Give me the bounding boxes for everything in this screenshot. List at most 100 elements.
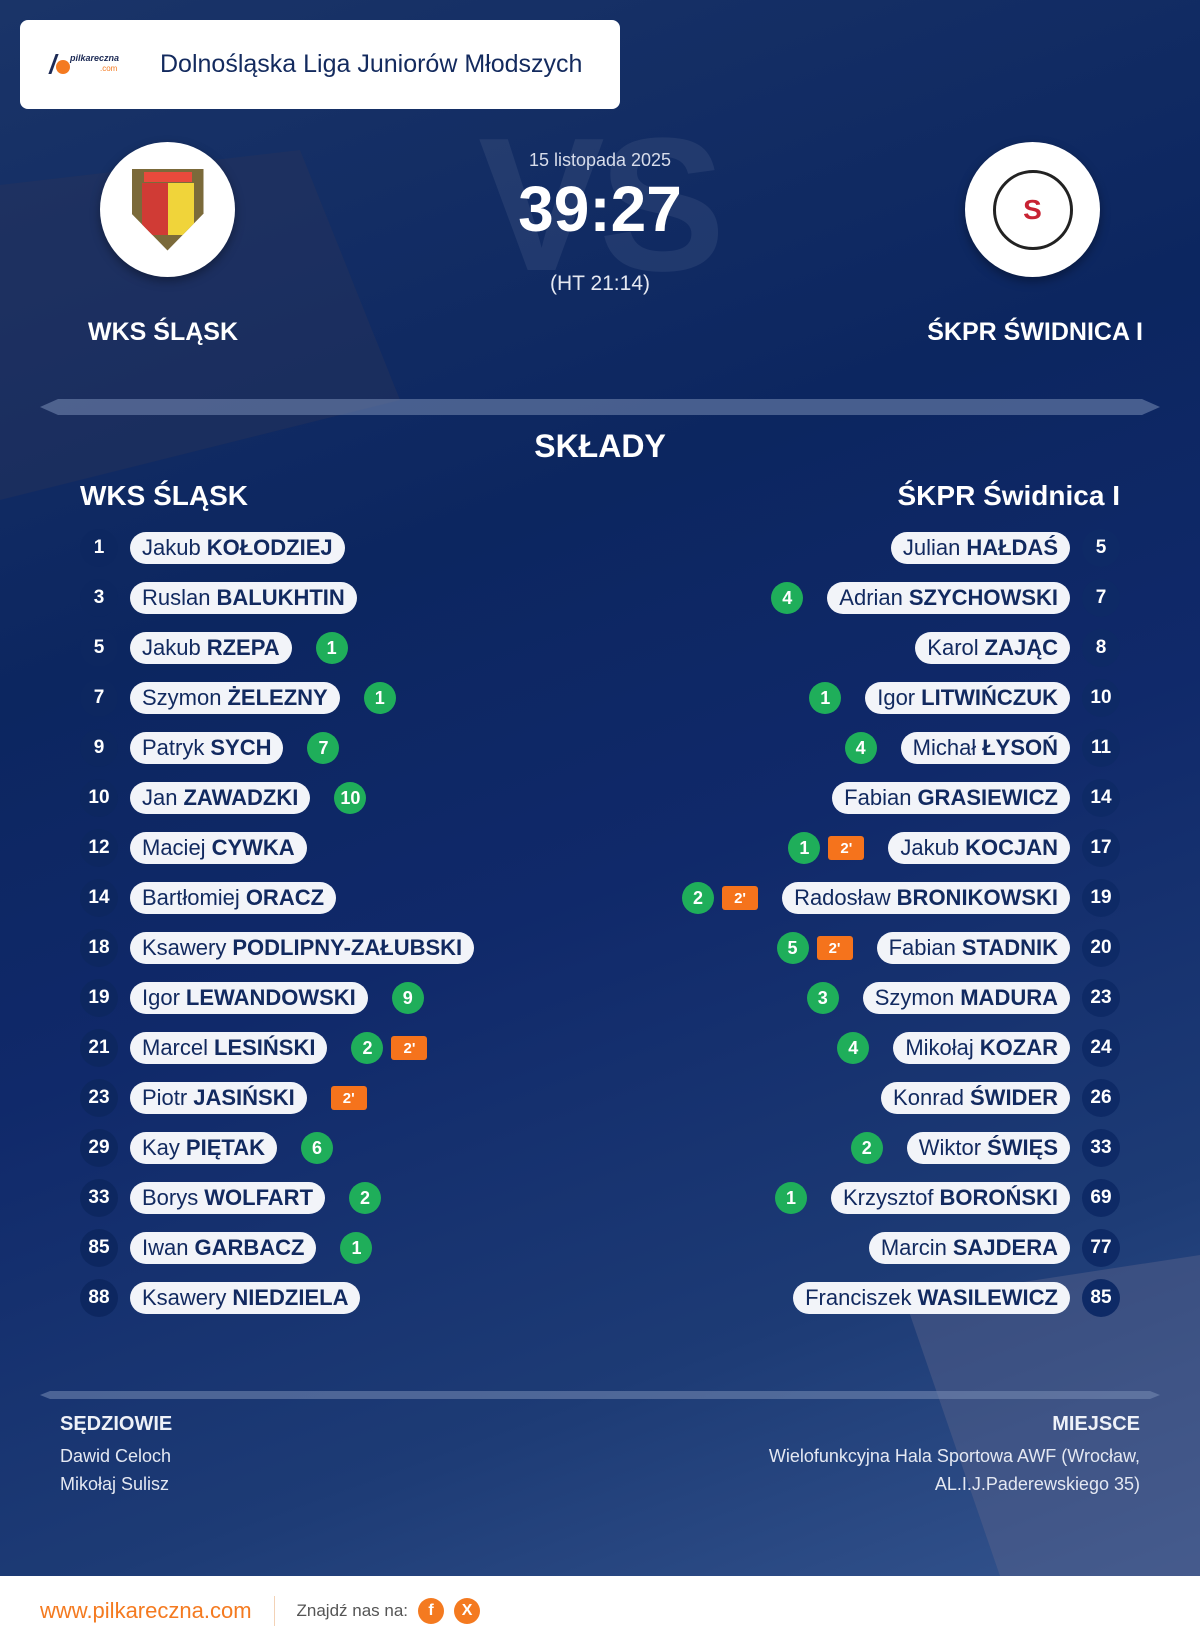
player-first-name: Jakub	[142, 535, 201, 560]
footer: www.pilkareczna.com Znajdź nas na: f X	[0, 1576, 1200, 1646]
player-first-name: Szymon	[142, 685, 222, 710]
venue-line: AL.I.J.Paderewskiego 35)	[934, 1474, 1140, 1494]
player-name: Patryk SYCH	[130, 732, 284, 764]
goals-badge: 3	[806, 982, 839, 1014]
away-team-name: ŚKPR ŚWIDNICA I	[927, 318, 1143, 346]
goals-badge: 4	[771, 582, 804, 614]
player-number: 24	[1082, 1029, 1120, 1067]
player-stats: 5 2'	[776, 932, 853, 964]
goals-badge: 2	[682, 882, 715, 914]
player-name: Radosław BRONIKOWSKI	[782, 882, 1070, 914]
website-link[interactable]: www.pilkareczna.com	[40, 1598, 252, 1623]
player-row: Konrad ŚWIDER 26	[682, 1073, 1120, 1123]
player-last-name: JASIŃSKI	[193, 1085, 295, 1110]
player-number: 77	[1082, 1229, 1120, 1267]
goals-badge: 9	[391, 982, 424, 1014]
suspension-badge: 2'	[330, 1086, 367, 1110]
player-name: Konrad ŚWIDER	[881, 1082, 1070, 1114]
venue-title: MIEJSCE	[1052, 1413, 1140, 1435]
player-number: 11	[1082, 729, 1120, 767]
player-last-name: BOROŃSKI	[939, 1185, 1058, 1210]
officials-title: SĘDZIOWIE	[60, 1413, 173, 1435]
player-name: Fabian STADNIK	[876, 932, 1070, 964]
player-last-name: LESIŃSKI	[214, 1035, 316, 1060]
suspension-badge: 2'	[722, 886, 759, 910]
goals-badge: 4	[837, 1032, 870, 1064]
player-name: Franciszek WASILEWICZ	[793, 1282, 1070, 1314]
player-first-name: Wiktor	[918, 1135, 982, 1160]
venue-section: MIEJSCE Wielofunkcyjna Hala Sportowa AWF…	[720, 1413, 1140, 1498]
player-name: Ksawery NIEDZIELA	[130, 1282, 361, 1314]
player-row: 4 Michał ŁYSOŃ 11	[682, 723, 1120, 773]
player-row: 7 Szymon ŻELEZNY 1	[80, 673, 474, 723]
official-name: Dawid Celoch	[60, 1446, 172, 1466]
player-last-name: NIEDZIELA	[232, 1285, 349, 1310]
goals-badge: 1	[809, 682, 842, 714]
player-first-name: Jakub	[142, 635, 201, 660]
player-number: 7	[1082, 579, 1120, 617]
goals-badge: 1	[774, 1182, 807, 1214]
player-number: 18	[80, 929, 118, 967]
player-name: Wiktor ŚWIĘS	[906, 1132, 1070, 1164]
player-first-name: Szymon	[874, 985, 955, 1010]
player-first-name: Ksawery	[142, 1285, 227, 1310]
player-row: 85 Iwan GARBACZ 1	[80, 1223, 474, 1273]
player-row: 23 Piotr JASIŃSKI 2'	[80, 1073, 474, 1123]
divider	[40, 1391, 1160, 1399]
suspension-badge: 2'	[828, 836, 865, 860]
player-last-name: RZEPA	[206, 635, 280, 660]
player-row: 4 Mikołaj KOZAR 24	[682, 1023, 1120, 1073]
divider	[273, 1596, 275, 1626]
pilkareczna-logo-icon: pilkareczna .com	[48, 50, 140, 80]
player-last-name: BRONIKOWSKI	[896, 885, 1058, 910]
x-twitter-icon[interactable]: X	[454, 1598, 481, 1624]
player-row: 19 Igor LEWANDOWSKI 9	[80, 973, 474, 1023]
match-card-background: VS pilkareczna .com Dolnośląska Liga Jun…	[0, 0, 1200, 1576]
player-name: Julian HAŁDAŚ	[890, 532, 1070, 564]
player-last-name: ZAWADZKI	[183, 785, 299, 810]
suspension-badge: 2'	[391, 1036, 428, 1060]
player-row: 33 Borys WOLFART 2	[80, 1173, 474, 1223]
facebook-icon[interactable]: f	[418, 1598, 445, 1624]
player-number: 88	[80, 1279, 118, 1317]
player-number: 9	[80, 729, 118, 767]
find-us-label: Znajdź nas na:	[296, 1601, 409, 1620]
player-last-name: ŚWIĘS	[987, 1135, 1058, 1160]
divider	[40, 399, 1160, 415]
officials-section: SĘDZIOWIE Dawid Celoch Mikołaj Sulisz	[60, 1413, 172, 1498]
player-last-name: HAŁDAŚ	[966, 535, 1058, 560]
player-name: Karol ZAJĄC	[915, 632, 1070, 664]
goals-badge: 2	[349, 1182, 382, 1214]
goals-badge: 1	[340, 1232, 373, 1264]
player-last-name: LEWANDOWSKI	[185, 985, 356, 1010]
league-title: Dolnośląska Liga Juniorów Młodszych	[160, 50, 583, 78]
suspension-badge: 2'	[816, 936, 853, 960]
player-row: 2 Wiktor ŚWIĘS 33	[682, 1123, 1120, 1173]
player-last-name: KOCJAN	[965, 835, 1058, 860]
player-last-name: PODLIPNY-ZAŁUBSKI	[232, 935, 463, 960]
player-number: 1	[80, 529, 118, 567]
goals-badge: 6	[300, 1132, 333, 1164]
away-lineup-title: ŚKPR Świdnica I	[897, 480, 1121, 511]
player-number: 19	[80, 979, 118, 1017]
official-name: Mikołaj Sulisz	[60, 1474, 170, 1494]
player-number: 23	[80, 1079, 118, 1117]
player-first-name: Borys	[142, 1185, 199, 1210]
home-lineup-title: WKS ŚLĄSK	[80, 480, 248, 511]
away-team-crest: S	[965, 142, 1100, 277]
player-name: Igor LEWANDOWSKI	[130, 982, 368, 1014]
player-first-name: Jan	[142, 785, 178, 810]
player-row: 5 2' Fabian STADNIK 20	[682, 923, 1120, 973]
player-first-name: Maciej	[142, 835, 206, 860]
player-last-name: ŁYSOŃ	[982, 735, 1058, 760]
player-number: 19	[1082, 879, 1120, 917]
player-first-name: Radosław	[794, 885, 891, 910]
home-team-crest	[100, 142, 235, 277]
player-first-name: Marcel	[142, 1035, 209, 1060]
player-first-name: Ruslan	[142, 585, 211, 610]
player-number: 26	[1082, 1079, 1120, 1117]
player-row: 1 Krzysztof BOROŃSKI 69	[682, 1173, 1120, 1223]
player-last-name: GARBACZ	[194, 1235, 305, 1260]
player-last-name: ŚWIDER	[970, 1085, 1058, 1110]
player-number: 17	[1082, 829, 1120, 867]
